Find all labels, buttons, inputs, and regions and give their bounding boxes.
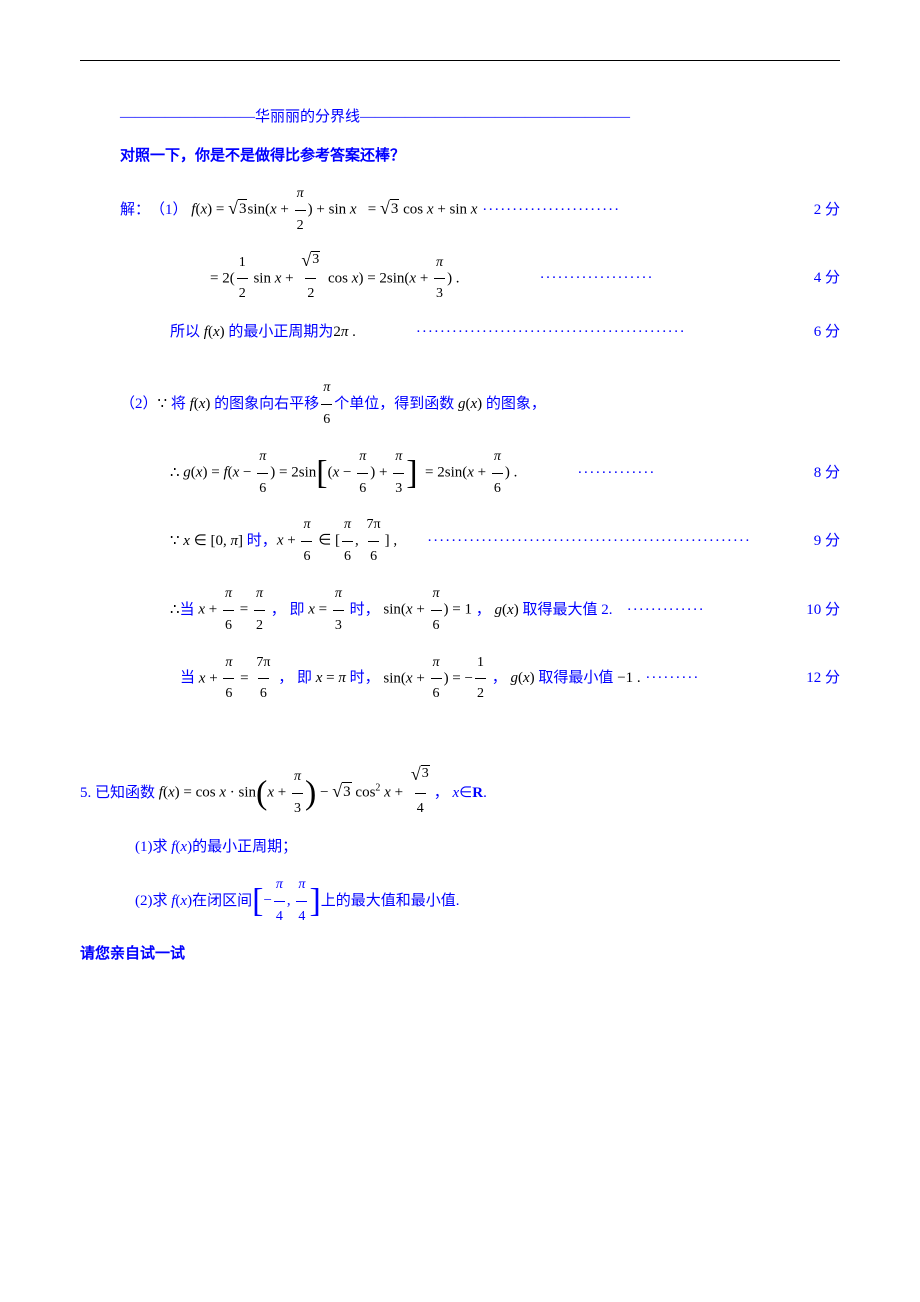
p2-fx: f(x) xyxy=(186,388,214,421)
p1s1-expr: f(x) = √3sin(x + π2) + sin x = √3 cos x … xyxy=(188,179,478,242)
p1c-text-2: 的最小正周期为 xyxy=(228,316,333,349)
p5-prefix: 已知函数 xyxy=(91,777,155,810)
p2m-when2: 时， xyxy=(350,594,380,627)
dots: ········································… xyxy=(416,316,814,349)
p1c-text-1: 所以 xyxy=(170,316,200,349)
try-it-text: 请您亲自试一试 xyxy=(80,938,185,971)
prompt-text: 对照一下，你是不是做得比参考答案还棒？ xyxy=(120,140,405,173)
p5-formula: f(x) = cos x · sin(x + π3) − √3 cos2 x +… xyxy=(155,762,434,825)
part2-label: （2） xyxy=(120,388,158,421)
therefore-symbol: ∴ xyxy=(170,457,180,490)
dots: ········································… xyxy=(427,525,814,558)
p2-gx: g(x) xyxy=(454,388,486,421)
p2-premise-3: 个单位，得到函数 xyxy=(334,388,454,421)
divider-prefix: ————————— xyxy=(120,101,255,134)
solution-label: 解： xyxy=(120,194,150,227)
therefore-symbol-2: ∴ xyxy=(170,594,180,627)
p5-domain: x∈R. xyxy=(449,777,487,810)
solution-p2-max: ∴ 当 x + π6 = π2 ， 即 x = π3 时， sin(x + π6… xyxy=(120,579,840,642)
p2n-cond: x + π6 = 7π6 xyxy=(195,648,278,711)
try-it-line: 请您亲自试一试 xyxy=(80,938,840,971)
p2n-when: 当 xyxy=(180,662,195,695)
top-rule xyxy=(80,60,840,61)
p1s2-expr: = 2(12 sin x + √32 cos x) = 2sin(x + π3)… xyxy=(210,248,460,311)
p2-shift: π6 xyxy=(319,373,334,436)
because-symbol: ∵ xyxy=(158,388,168,421)
divider-line: ————————— 华丽丽的分界线 —————————————————— xyxy=(120,101,840,134)
dots: ··················· xyxy=(540,262,814,295)
p2-premise-1: 将 xyxy=(167,388,186,421)
p2d-expr: g(x) = f(x − π6) = 2sin[(x − π6) + π3] =… xyxy=(180,442,518,505)
p1c-score: 6 分 xyxy=(814,316,840,349)
dots: ········· xyxy=(641,662,807,695)
solution-p2-min: 当 x + π6 = 7π6 ， 即 x = π 时， sin(x + π6) … xyxy=(120,648,840,711)
p2r-x: x ∈ [0, π] xyxy=(180,525,244,558)
p2d-score: 8 分 xyxy=(814,457,840,490)
p1c-val: 2π . xyxy=(333,316,356,349)
p2n-sin: sin(x + π6) = −12 xyxy=(380,648,492,711)
p2n-when2: 时， xyxy=(350,662,380,695)
p2-premise-2: 的图象向右平移 xyxy=(214,388,319,421)
p2r-when: 时， xyxy=(243,525,277,558)
solution-p1-step2: = 2(12 sin x + √32 cos x) = 2sin(x + π3)… xyxy=(120,248,840,311)
p2m-score: 10 分 xyxy=(806,594,840,627)
p2m-comma: ， xyxy=(476,594,491,627)
p5-q1-text: (1)求 f(x)的最小正周期； xyxy=(135,831,297,864)
p2n-ie: ， 即 xyxy=(278,662,312,695)
because-symbol-2: ∵ xyxy=(170,525,180,558)
dots: ············· xyxy=(577,457,813,490)
p1s2-score: 4 分 xyxy=(814,262,840,295)
solution-p2-derive: ∴ g(x) = f(x − π6) = 2sin[(x − π6) + π3]… xyxy=(120,442,840,505)
p2r-score: 9 分 xyxy=(814,525,840,558)
p2n-score: 12 分 xyxy=(806,662,840,695)
divider-label: 华丽丽的分界线 xyxy=(255,101,360,134)
p2r-expr: x + π6 ∈ [π6, 7π6] , xyxy=(277,510,397,573)
p2m-sin: sin(x + π6) = 1 xyxy=(380,579,476,642)
p1c-fx: f(x) xyxy=(200,316,228,349)
solution-p1-step1: 解： （1） f(x) = √3sin(x + π2) + sin x = √3… xyxy=(120,179,840,242)
dots: ············· xyxy=(612,594,806,627)
prompt-line: 对照一下，你是不是做得比参考答案还棒？ xyxy=(120,140,840,173)
p2n-val: −1 . xyxy=(613,662,640,695)
p5-comma: ， xyxy=(434,777,449,810)
p2n-xval: x = π xyxy=(312,662,350,695)
p2-premise-4: 的图象， xyxy=(486,388,546,421)
p2n-result: 取得最小值 xyxy=(538,662,613,695)
problem5-q1: (1)求 f(x)的最小正周期； xyxy=(120,831,840,864)
problem5-stem: 5. 已知函数 f(x) = cos x · sin(x + π3) − √3 … xyxy=(80,762,840,825)
p5-q2-suffix: 上的最大值和最小值. xyxy=(321,885,460,918)
p2m-when: 当 xyxy=(180,594,195,627)
p1s1-score: 2 分 xyxy=(814,194,840,227)
page: ————————— 华丽丽的分界线 —————————————————— 对照一… xyxy=(0,0,920,1302)
p2m-gx: g(x) xyxy=(491,594,523,627)
p2m-ie: ， 即 xyxy=(271,594,305,627)
p5-q2-interval: [−π4, π4] xyxy=(252,870,321,933)
divider-suffix: —————————————————— xyxy=(360,101,630,134)
p5-q2-prefix: (2)求 f(x)在闭区间 xyxy=(135,885,252,918)
p2m-result: 取得最大值 2. xyxy=(522,594,612,627)
solution-p1-conclusion: 所以 f(x) 的最小正周期为 2π . ···················… xyxy=(120,316,840,349)
solution-p2-range: ∵ x ∈ [0, π] 时， x + π6 ∈ [π6, 7π6] , ···… xyxy=(120,510,840,573)
dots: ······················· xyxy=(477,194,813,227)
p2n-comma: ， xyxy=(492,662,507,695)
p2m-xval: x = π3 xyxy=(304,579,349,642)
solution-p2-premise: （2） ∵ 将 f(x) 的图象向右平移 π6 个单位，得到函数 g(x) 的图… xyxy=(120,373,840,436)
content-block: ————————— 华丽丽的分界线 —————————————————— 对照一… xyxy=(80,101,840,971)
problem5-q2: (2)求 f(x)在闭区间 [−π4, π4] 上的最大值和最小值. xyxy=(120,870,840,933)
part1-label: （1） xyxy=(150,194,188,227)
p5-number: 5. xyxy=(80,777,91,810)
p2m-cond: x + π6 = π2 xyxy=(195,579,271,642)
p2n-gx: g(x) xyxy=(507,662,539,695)
